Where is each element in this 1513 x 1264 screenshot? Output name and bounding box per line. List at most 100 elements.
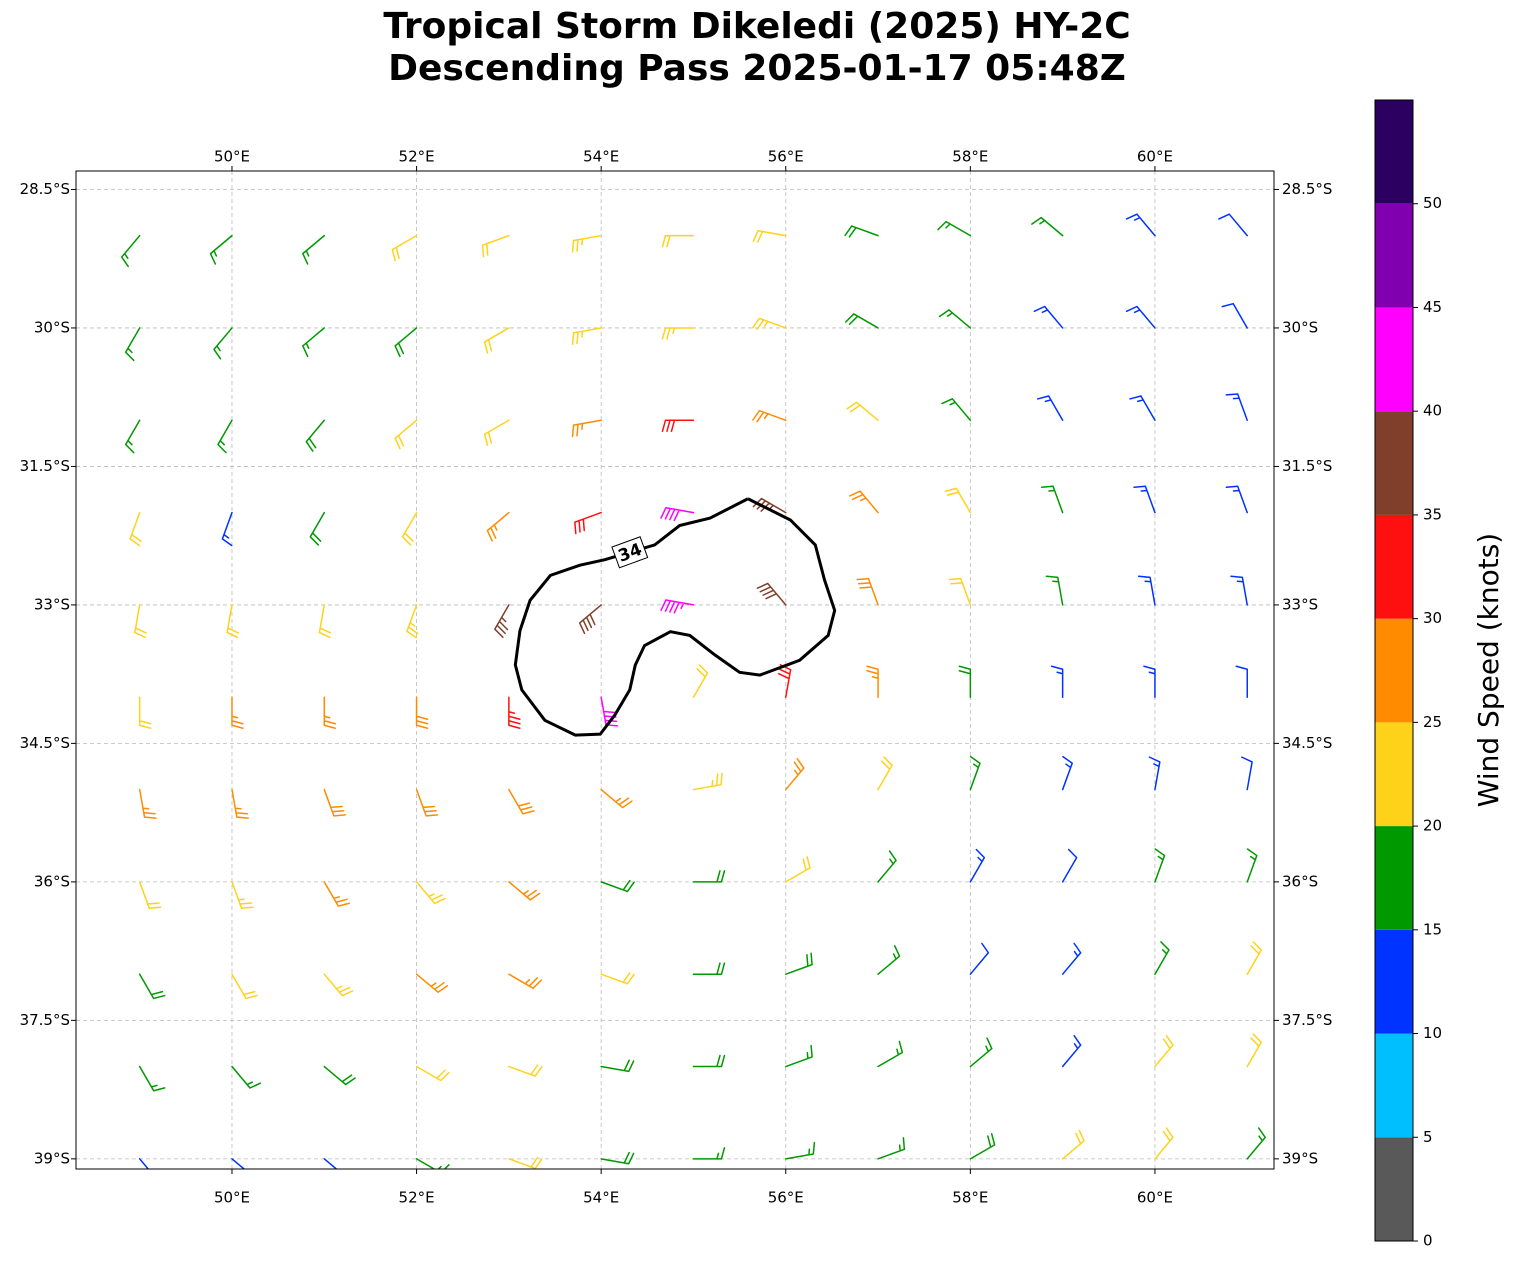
wind-barb [571, 234, 602, 253]
y-tick-label: 36°S [1282, 872, 1318, 890]
barb-staff [1246, 848, 1258, 883]
wind-barb [1246, 848, 1258, 883]
barb-staff [1143, 665, 1156, 698]
wind-barb [692, 962, 726, 975]
wind-barb [969, 942, 990, 975]
barb-staff [661, 327, 695, 340]
barb-staff [221, 511, 233, 547]
barb-staff [394, 327, 418, 358]
wind-barb [415, 1158, 450, 1169]
wind-barb [124, 327, 141, 362]
y-tick-label: 37.5°S [1282, 1011, 1332, 1029]
barb-staff [1225, 393, 1248, 422]
barb-staff [844, 225, 879, 238]
barb-staff [785, 856, 811, 883]
barb-staff [1133, 485, 1156, 514]
wind-barb [1125, 305, 1156, 329]
wind-barb [1154, 1127, 1174, 1160]
barb-staff [415, 788, 439, 817]
contour-line [513, 497, 837, 737]
barb-staff [785, 757, 805, 791]
wind-barb [231, 1158, 246, 1169]
wind-barb [877, 850, 897, 883]
y-tick-label: 30°S [1282, 318, 1318, 336]
x-tick-label: 50°E [214, 148, 250, 166]
wind-barb [1154, 848, 1166, 883]
y-tick-label: 34.5°S [1282, 734, 1332, 752]
colorbar-frame [1374, 99, 1414, 1242]
barb-staff [578, 604, 602, 635]
wind-barb [660, 599, 695, 614]
barb-staff [1246, 1127, 1266, 1160]
barb-staff [209, 234, 233, 265]
wind-barb [221, 511, 233, 547]
wind-barb [415, 788, 439, 817]
barb-staff [877, 1137, 906, 1160]
wind-barb [138, 696, 152, 729]
colorbar-bin [1375, 826, 1413, 930]
colorbar-bin [1375, 514, 1413, 619]
wind-barb [600, 879, 635, 893]
wind-barb [1125, 213, 1156, 237]
barb-staff [134, 604, 147, 639]
wind-barb [483, 327, 510, 354]
wind-barb [391, 234, 418, 262]
barb-staff [661, 419, 695, 433]
x-tick-label: 54°E [583, 148, 619, 166]
barb-staff [138, 973, 166, 1000]
wind-barb [1036, 395, 1064, 422]
barb-staff [1061, 942, 1082, 975]
barb-staff [877, 850, 897, 883]
barb-staff [323, 788, 346, 817]
wind-barb [305, 419, 326, 452]
colorbar-tick-label: 35 [1423, 505, 1442, 523]
wind-barb [508, 1064, 543, 1077]
x-tick-label: 60°E [1137, 1189, 1173, 1207]
wind-barb [578, 604, 602, 635]
y-tick-label: 37.5°S [20, 1011, 70, 1029]
x-tick-label: 52°E [399, 1189, 435, 1207]
barb-staff [508, 1156, 543, 1169]
barb-staff [1033, 305, 1064, 329]
colorbar-bin [1375, 100, 1413, 204]
wind-barb [1133, 485, 1156, 514]
wind-barb [692, 1054, 726, 1068]
barb-staff [660, 599, 695, 614]
barb-staff [323, 1065, 356, 1086]
wind-barb [309, 511, 326, 546]
wind-barb [1033, 305, 1064, 329]
wind-barb [752, 230, 787, 243]
wind-barb [1061, 1129, 1085, 1160]
wind-barb [785, 757, 805, 791]
barb-staff [483, 327, 510, 354]
barb-staff [1061, 848, 1078, 883]
title-line: Descending Pass 2025-01-17 05:48Z [388, 48, 1126, 89]
colorbar-bin [1375, 203, 1413, 308]
wind-barb [692, 1147, 726, 1160]
wind-barb [138, 973, 166, 1000]
colorbar-tick-label: 15 [1423, 920, 1442, 938]
barb-staff [217, 419, 233, 454]
barb-staff [846, 401, 879, 422]
wind-barb [323, 696, 337, 729]
colorbar-bin [1375, 618, 1413, 723]
wind-barb [948, 577, 972, 606]
wind-barb [844, 225, 879, 238]
barb-staff [508, 1064, 543, 1077]
barb-staff [138, 881, 162, 909]
grid [76, 171, 1274, 1169]
barb-staff [877, 945, 901, 975]
wind-barb [1225, 393, 1248, 422]
barb-staff [415, 1158, 450, 1169]
wind-barb [394, 419, 418, 450]
wind-barb [415, 881, 446, 905]
wind-barb [508, 881, 541, 901]
barb-staff [1218, 213, 1248, 237]
y-tick-label: 33°S [1282, 595, 1318, 613]
wind-barb [785, 1141, 816, 1160]
colorbar: 0 5 10 15 20 25 30 35 40 45 50 [1374, 99, 1442, 1250]
wind-barb [574, 511, 602, 535]
wind-barb [848, 490, 879, 514]
barb-staff [848, 490, 879, 514]
wind-barb [1154, 941, 1170, 975]
